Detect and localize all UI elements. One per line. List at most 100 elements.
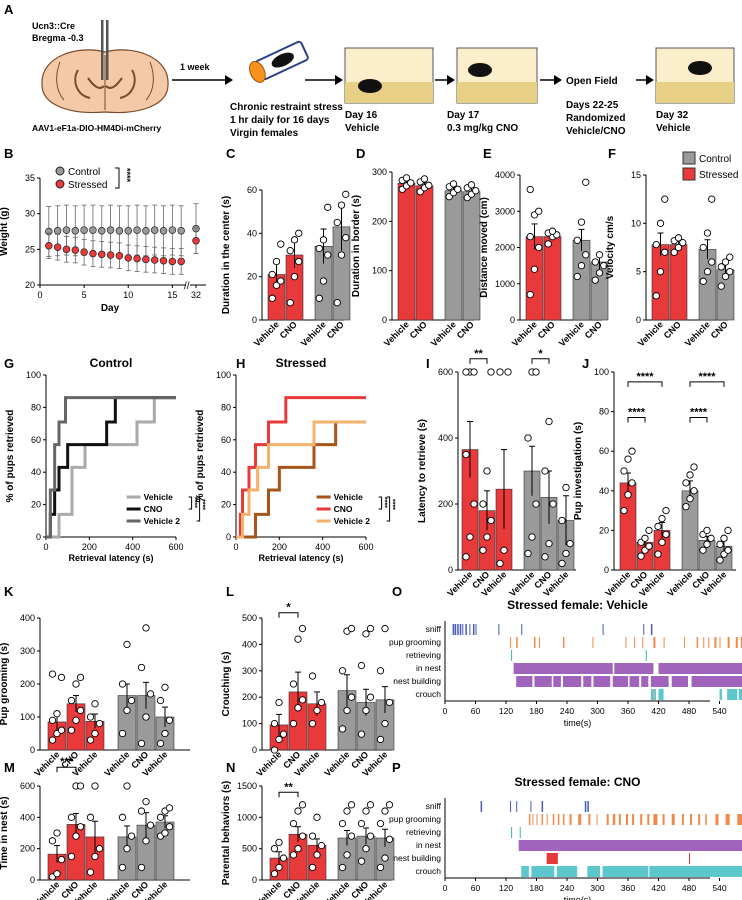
data-point bbox=[504, 368, 512, 376]
data-point bbox=[535, 207, 543, 215]
behavior-label: sniff bbox=[426, 801, 442, 811]
data-point bbox=[57, 726, 66, 734]
pup-grooming-bout bbox=[606, 814, 609, 825]
bregma-label: Bregma -0.3 bbox=[32, 33, 84, 43]
H-y-tick-label: 60 bbox=[221, 435, 231, 445]
data-point bbox=[366, 801, 375, 809]
nest-building-bout bbox=[629, 676, 640, 687]
B-x-label: Day bbox=[101, 303, 120, 314]
data-point bbox=[294, 807, 302, 815]
in-nest-bout bbox=[614, 663, 654, 674]
data-point bbox=[342, 234, 350, 242]
sig-label: **** bbox=[199, 499, 206, 510]
data-point bbox=[645, 542, 653, 550]
pup-grooming-bout bbox=[740, 637, 742, 648]
pup-grooming-bout bbox=[683, 637, 685, 648]
data-point bbox=[720, 534, 728, 542]
I-y-tick-label: 400 bbox=[438, 433, 453, 443]
data-point bbox=[535, 243, 543, 252]
mouse-line-label: Ucn3::Cre bbox=[32, 21, 75, 31]
retrieving-bout bbox=[511, 827, 513, 838]
data-point bbox=[156, 813, 165, 821]
pup-grooming-bout bbox=[562, 814, 565, 825]
data-point bbox=[91, 782, 99, 790]
data-point bbox=[708, 258, 716, 266]
crouch-bout bbox=[727, 689, 738, 700]
panel-letter-l: L bbox=[226, 584, 234, 599]
sniff-bout bbox=[462, 624, 464, 635]
sniff-bout bbox=[454, 624, 457, 635]
data-point bbox=[620, 467, 628, 475]
panel-letter-k: K bbox=[4, 584, 14, 599]
data-point bbox=[674, 243, 683, 252]
data-point bbox=[577, 261, 586, 270]
retrieving-bout bbox=[519, 827, 521, 838]
crouch-bout bbox=[650, 689, 656, 700]
days22-label: Days 22-25 bbox=[566, 100, 619, 111]
x-tick-label: CNO bbox=[662, 319, 683, 340]
data-point bbox=[600, 261, 608, 270]
data-point bbox=[479, 546, 487, 554]
sig-i-2-label: * bbox=[538, 348, 543, 360]
bar bbox=[462, 191, 481, 321]
x-tick-label: 360 bbox=[621, 883, 635, 893]
x-tick-label: 180 bbox=[529, 706, 543, 716]
sniff-bout bbox=[510, 801, 512, 812]
data-point bbox=[362, 706, 370, 715]
x-label: time(s) bbox=[564, 718, 592, 728]
C-y-tick-label: 60 bbox=[247, 185, 257, 195]
sniff-bout bbox=[498, 624, 500, 635]
data-point bbox=[137, 807, 146, 815]
data-point bbox=[159, 256, 168, 265]
x-tick-label: 300 bbox=[590, 883, 604, 893]
data-point bbox=[420, 175, 429, 183]
data-point bbox=[142, 227, 150, 235]
data-point bbox=[724, 526, 732, 535]
x-tick-label: Vehicle bbox=[102, 749, 131, 778]
data-point bbox=[89, 226, 97, 234]
data-point bbox=[381, 854, 389, 862]
data-point bbox=[289, 851, 298, 859]
K-y-label: Pup grooming (s) bbox=[0, 643, 10, 726]
M-y-tick-label: 400 bbox=[20, 812, 35, 822]
data-point bbox=[272, 257, 281, 266]
panel-letter-m: M bbox=[4, 760, 15, 775]
data-point bbox=[500, 546, 508, 554]
D-y-tick-label: 300 bbox=[372, 167, 387, 177]
data-point bbox=[682, 479, 690, 487]
retrieving-bout bbox=[511, 650, 513, 661]
H-y-tick-label: 0 bbox=[226, 532, 231, 542]
nest-building-bout bbox=[516, 676, 533, 687]
x-tick-label: CNO bbox=[583, 319, 604, 340]
data-point bbox=[289, 819, 298, 828]
data-point bbox=[682, 502, 690, 511]
data-point bbox=[53, 227, 62, 235]
I-y-tick-label: 200 bbox=[438, 499, 453, 509]
G-x-tick-label: 600 bbox=[168, 542, 183, 552]
data-point bbox=[317, 841, 326, 850]
data-point bbox=[118, 680, 127, 688]
data-point bbox=[686, 471, 694, 479]
data-point bbox=[496, 559, 504, 568]
data-point bbox=[150, 226, 159, 234]
data-point bbox=[76, 673, 85, 682]
data-point bbox=[142, 713, 150, 721]
data-point bbox=[294, 635, 302, 643]
pup-grooming-bout bbox=[557, 814, 560, 825]
sig-j-3 bbox=[689, 381, 725, 387]
x-tick-label: 420 bbox=[651, 883, 665, 893]
pup-grooming-bout bbox=[671, 814, 675, 825]
data-point bbox=[275, 838, 283, 847]
data-point bbox=[279, 730, 288, 738]
data-point bbox=[472, 187, 480, 195]
data-point bbox=[290, 273, 299, 281]
chart-d: 0 100 200 300 Duration in border (s) VehicleC… bbox=[351, 167, 481, 348]
H-y-tick-label: 20 bbox=[221, 500, 231, 510]
behavior-label: in nest bbox=[416, 663, 442, 673]
chart-b: 20 25 30 35 Weight (g) // 0 5 10 15 32 Day Control St… bbox=[0, 166, 206, 314]
x-tick-label: 0 bbox=[443, 883, 448, 893]
nest-building-bout bbox=[593, 676, 611, 687]
pup-grooming-bout bbox=[725, 814, 730, 825]
data-point bbox=[530, 265, 539, 273]
